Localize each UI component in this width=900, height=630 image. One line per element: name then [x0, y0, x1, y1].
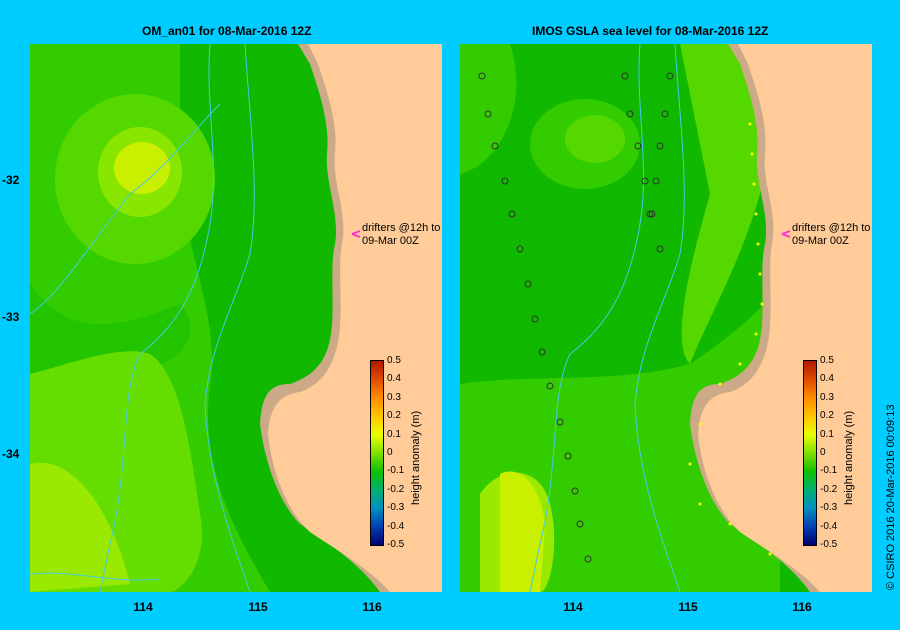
left-drifters-label-line2: 09-Mar 00Z [362, 235, 419, 247]
colorbar-label: -0.2 [387, 483, 405, 495]
colorbar-label: -0.1 [820, 465, 838, 477]
right-drifters-label: drifters @12h to 09-Mar 00Z [792, 222, 870, 248]
colorbar-label: -0.2 [820, 483, 838, 495]
colorbar-label: -0.3 [387, 502, 405, 514]
colorbar-label: 0.2 [387, 410, 401, 422]
colorbar-label: 0.4 [820, 373, 834, 385]
right-panel-title: IMOS GSLA sea level for 08-Mar-2016 12Z [532, 24, 769, 38]
colorbar-label: 0 [387, 447, 393, 458]
left-panel-title: OM_an01 for 08-Mar-2016 12Z [142, 24, 312, 38]
colorbar-label: 0.4 [387, 373, 401, 385]
right-drifters-label-line1: drifters @12h to [792, 222, 871, 234]
colorbar-label: 0.2 [820, 410, 834, 422]
left-drifters-label: drifters @12h to 09-Mar 00Z [362, 222, 440, 248]
right-drifters-label-line2: 09-Mar 00Z [792, 235, 849, 247]
left-colorbar-title: height anomaly (m) [410, 410, 422, 505]
colorbar-label: -0.5 [820, 539, 838, 550]
x-tick-114: 114 [133, 600, 153, 614]
x-tick-116-right: 116 [792, 600, 812, 614]
colorbar-label: 0.1 [820, 428, 834, 440]
x-tick-116: 116 [362, 600, 382, 614]
colorbar-label: 0 [820, 447, 826, 458]
right-colorbar [803, 360, 817, 546]
colorbar-label: -0.4 [820, 520, 838, 532]
right-map [460, 44, 872, 592]
x-tick-115-right: 115 [678, 600, 698, 614]
colorbar-label: 0.1 [387, 428, 401, 440]
x-tick-114-right: 114 [563, 600, 583, 614]
colorbar-label: -0.4 [387, 520, 405, 532]
colorbar-label: 0.5 [387, 355, 401, 366]
right-colorbar-title: height anomaly (m) [843, 410, 855, 505]
colorbar-label: -0.5 [387, 539, 405, 550]
credit-text: © CSIRO 2016 20-Mar-2016 00:09:13 [885, 404, 897, 590]
colorbar-label: -0.3 [820, 502, 838, 514]
left-colorbar [370, 360, 384, 546]
x-tick-115: 115 [248, 600, 268, 614]
y-tick-34: -34 [2, 447, 20, 461]
left-drifters-label-line1: drifters @12h to [362, 222, 441, 234]
y-tick-33: -33 [2, 310, 20, 324]
y-tick-32: -32 [2, 173, 20, 187]
colorbar-label: -0.1 [387, 465, 405, 477]
colorbar-label: 0.3 [820, 391, 834, 403]
colorbar-label: 0.5 [820, 355, 834, 366]
colorbar-label: 0.3 [387, 391, 401, 403]
